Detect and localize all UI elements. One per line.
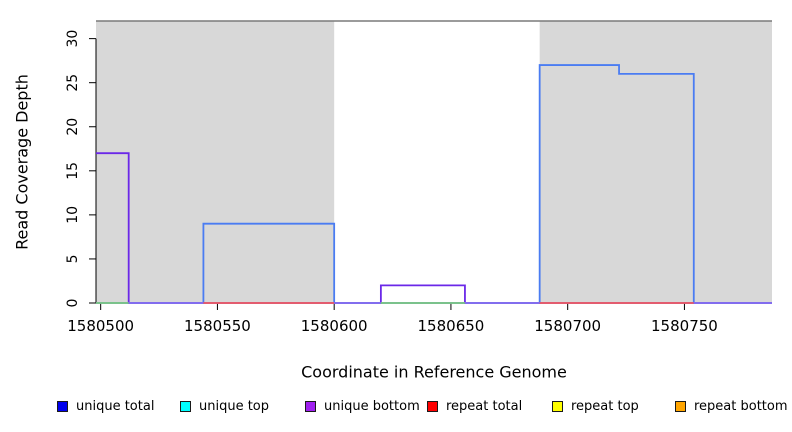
y-tick-label: 30 (65, 30, 81, 48)
legend-label: unique total (76, 399, 155, 414)
legend-label: repeat total (446, 399, 523, 414)
repeat-top-swatch-icon (552, 401, 563, 412)
shaded-region (96, 21, 335, 303)
legend-item-repeat-total: repeat total (427, 399, 522, 414)
x-tick-label: 1580550 (184, 317, 251, 335)
series-unique-bottom (96, 152, 772, 304)
y-tick-label: 25 (65, 74, 81, 92)
series-unique-total (96, 64, 772, 304)
x-tick-label: 1580750 (651, 317, 718, 335)
y-tick-label: 15 (65, 162, 81, 180)
x-axis-title: Coordinate in Reference Genome (301, 362, 567, 382)
legend-label: unique top (199, 399, 270, 414)
unique-bottom-swatch-icon (305, 401, 316, 412)
legend-item-unique-total: unique total (57, 399, 154, 414)
unique-total-swatch-icon (57, 401, 68, 412)
x-tick-label: 1580600 (301, 317, 368, 335)
y-tick-label: 0 (65, 299, 81, 308)
legend-item-unique-top: unique top (180, 399, 269, 414)
y-tick-label: 10 (65, 206, 81, 224)
x-tick-label: 1580650 (418, 317, 485, 335)
legend-label: repeat top (571, 399, 639, 414)
legend-label: unique bottom (324, 399, 420, 414)
shaded-region (539, 21, 772, 303)
repeat-bottom-swatch-icon (675, 401, 686, 412)
repeat-total-swatch-icon (427, 401, 438, 412)
y-tick-label: 20 (65, 118, 81, 136)
y-tick-label: 5 (65, 254, 81, 263)
x-tick-label: 1580500 (67, 317, 134, 335)
legend-item-repeat-bottom: repeat bottom (675, 399, 788, 414)
y-axis-title: Read Coverage Depth (12, 74, 32, 250)
unique-top-swatch-icon (180, 401, 191, 412)
legend-item-unique-bottom: unique bottom (305, 399, 420, 414)
legend-item-repeat-top: repeat top (552, 399, 639, 414)
legend-label: repeat bottom (694, 399, 788, 414)
x-tick-label: 1580700 (534, 317, 601, 335)
